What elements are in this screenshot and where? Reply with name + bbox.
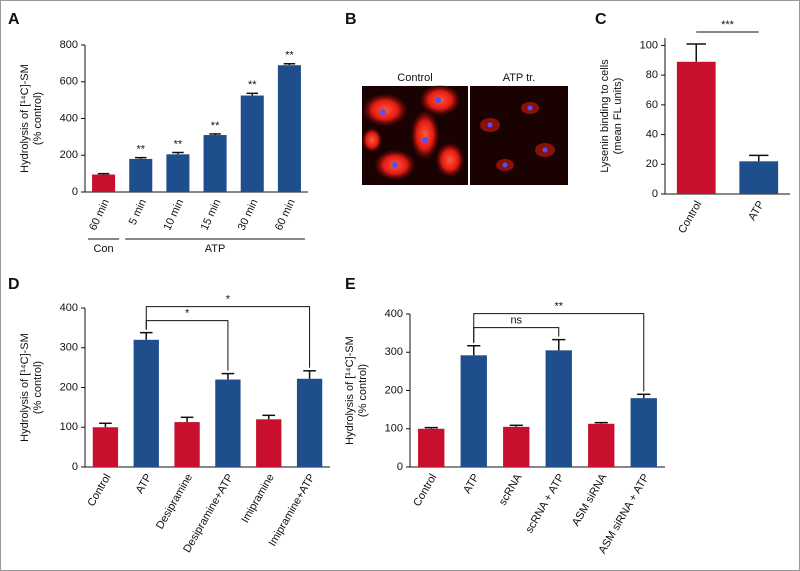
- y-tick-label: 400: [385, 308, 403, 320]
- panel-letter: D: [8, 276, 20, 293]
- y-tick-label: 0: [397, 461, 403, 473]
- significance: **: [174, 138, 183, 150]
- x-tick-label: Control: [411, 472, 439, 509]
- bar: [256, 419, 282, 467]
- micrograph-control: [362, 85, 468, 185]
- bracket-label: *: [226, 294, 231, 306]
- x-tick-label: 5 min: [127, 197, 149, 226]
- bar: [503, 426, 530, 467]
- y-tick-label: 300: [385, 346, 403, 358]
- y-tick-label: 20: [646, 158, 658, 170]
- group-label: ATP: [205, 243, 226, 255]
- image-label: ATP tr.: [503, 72, 536, 84]
- x-tick-label: 60 min: [87, 197, 112, 232]
- significance: **: [285, 50, 294, 62]
- bracket-label: ns: [510, 315, 522, 327]
- panel-letter: A: [8, 11, 20, 28]
- panel-letter: B: [345, 11, 357, 28]
- bracket: [473, 327, 560, 343]
- y-axis-label: (% control): [357, 364, 369, 417]
- y-tick-label: 200: [385, 384, 403, 396]
- image-label: Control: [397, 72, 432, 84]
- y-tick-label: 200: [60, 381, 78, 393]
- x-tick-label: 30 min: [236, 197, 261, 232]
- x-tick-label: Imipramine+ATP: [267, 472, 318, 548]
- bar: [588, 423, 615, 467]
- x-tick-label: Imipramine: [239, 472, 277, 525]
- y-tick-label: 600: [60, 76, 78, 88]
- bracket-label: ***: [721, 19, 735, 31]
- bracket-label: **: [554, 301, 563, 313]
- bar: [129, 158, 153, 192]
- bar: [166, 154, 190, 192]
- bar: [418, 428, 445, 467]
- y-axis-label: Lysenin binding to cells: [599, 59, 611, 173]
- x-tick-label: Control: [85, 472, 113, 509]
- bar: [240, 95, 264, 192]
- y-tick-label: 60: [646, 99, 658, 111]
- x-tick-label: Control: [676, 199, 704, 236]
- significance: **: [211, 120, 220, 132]
- panel-letter: E: [345, 276, 356, 293]
- x-tick-label: ATP: [134, 472, 155, 496]
- bar: [296, 378, 323, 467]
- group-label: Con: [93, 243, 113, 255]
- y-tick-label: 800: [60, 39, 78, 51]
- bracket-label: *: [185, 308, 190, 320]
- y-tick-label: 300: [60, 342, 78, 354]
- x-tick-label: ATP: [461, 472, 482, 496]
- y-axis-label: Hydrolysis of [¹⁴C]-SM: [19, 64, 31, 173]
- bar: [215, 379, 241, 467]
- panel-letter: C: [595, 11, 607, 28]
- y-tick-label: 0: [72, 461, 78, 473]
- micrograph-atp: [470, 86, 568, 185]
- bar: [676, 61, 716, 195]
- x-tick-label: Desipramine: [154, 472, 195, 531]
- y-axis-label: (% control): [32, 92, 44, 145]
- bar: [460, 355, 487, 467]
- x-tick-label: 10 min: [161, 197, 186, 232]
- significance: **: [248, 79, 257, 91]
- y-tick-label: 200: [60, 149, 78, 161]
- x-tick-label: ATP: [746, 199, 767, 223]
- bar: [92, 427, 119, 467]
- y-axis-label: (% control): [32, 361, 44, 414]
- y-tick-label: 100: [60, 421, 78, 433]
- y-axis-label: Hydrolysis of [¹⁴C]-SM: [19, 333, 31, 442]
- x-tick-label: 60 min: [273, 197, 298, 232]
- bracket: [473, 313, 645, 392]
- bracket: [145, 306, 311, 368]
- y-tick-label: 400: [60, 302, 78, 314]
- y-tick-label: 40: [646, 128, 658, 140]
- x-tick-label: ASM siRNA: [570, 471, 610, 528]
- y-tick-label: 0: [652, 188, 658, 200]
- bar: [545, 350, 572, 467]
- bar: [174, 422, 200, 467]
- bar: [739, 161, 779, 194]
- significance: **: [136, 144, 145, 156]
- bar: [277, 65, 301, 192]
- bar: [630, 398, 657, 467]
- x-tick-label: scRNA + ATP: [523, 472, 566, 535]
- y-tick-label: 100: [385, 423, 403, 435]
- y-axis-label: (mean FL units): [612, 78, 624, 155]
- bar: [92, 174, 116, 192]
- y-tick-label: 80: [646, 69, 658, 81]
- bar: [133, 339, 159, 467]
- y-tick-label: 400: [60, 112, 78, 124]
- bar: [203, 135, 227, 192]
- y-tick-label: 0: [72, 186, 78, 198]
- x-tick-label: scRNA: [497, 471, 525, 507]
- x-tick-label: 15 min: [199, 197, 224, 232]
- y-axis-label: Hydrolysis of [¹⁴C]-SM: [344, 336, 356, 445]
- y-tick-label: 100: [640, 39, 658, 51]
